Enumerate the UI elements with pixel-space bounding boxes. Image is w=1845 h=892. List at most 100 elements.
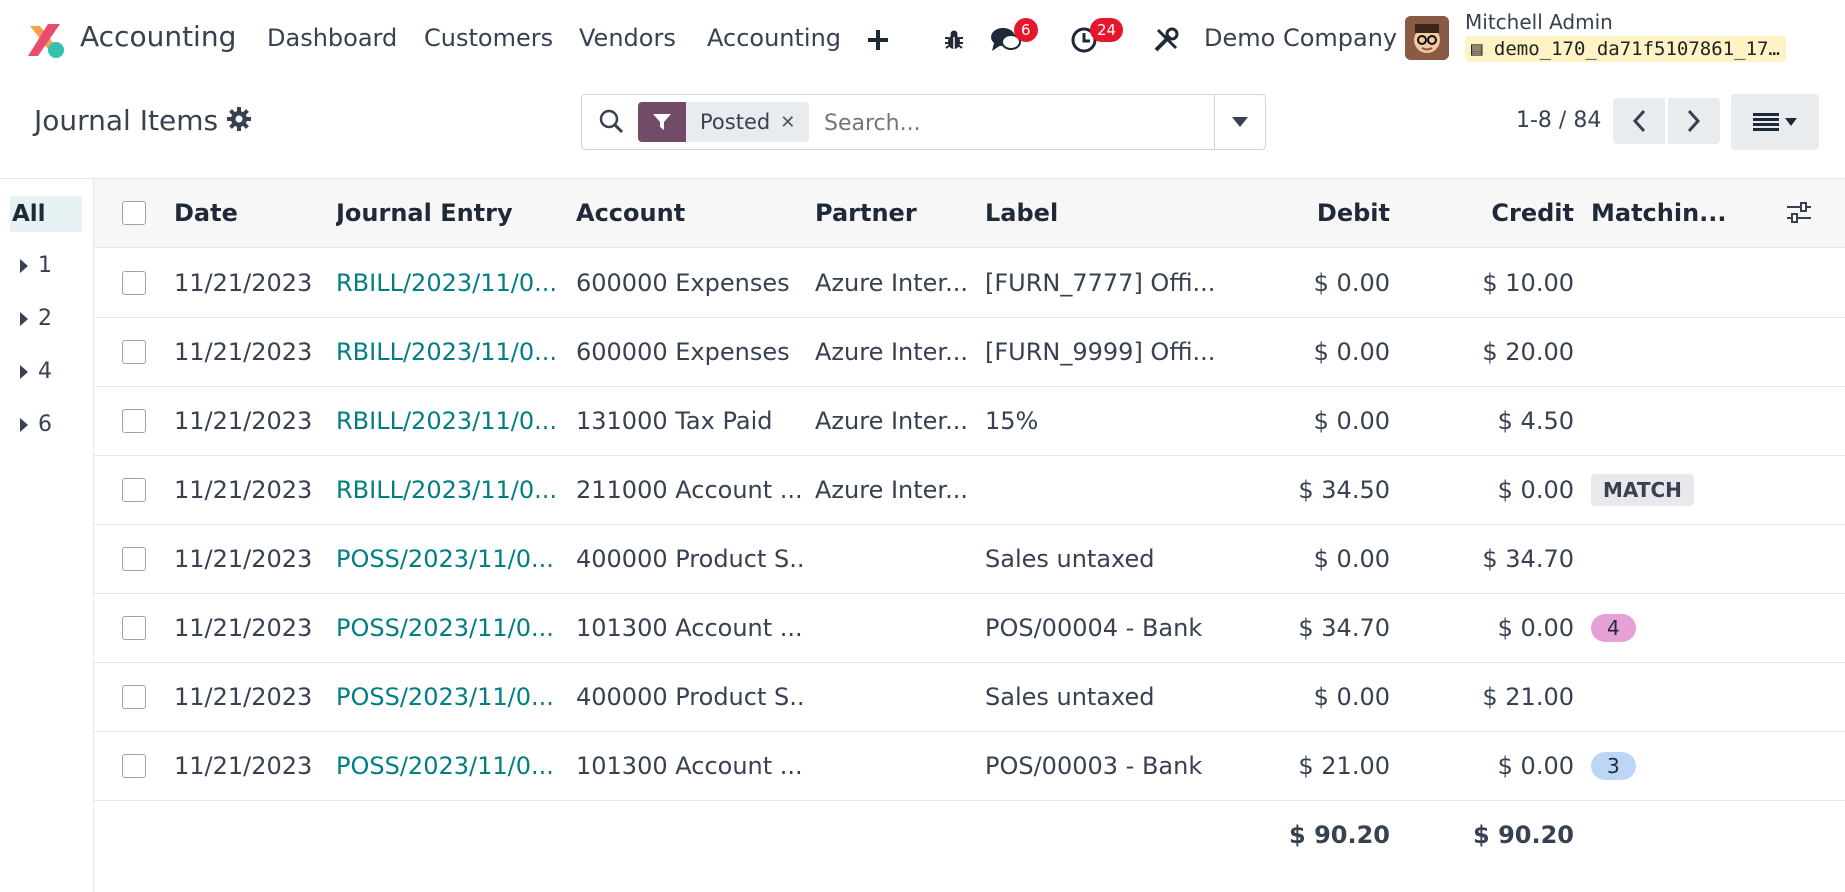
pager-previous-button[interactable] — [1613, 98, 1665, 144]
side-filter-all-label: All — [12, 201, 46, 227]
row-select-checkbox[interactable] — [122, 386, 152, 455]
caret-right-icon — [20, 311, 28, 326]
row-select-checkbox[interactable] — [122, 593, 152, 662]
cell-matching: 4 — [1591, 593, 1751, 662]
optional-columns-toggle[interactable] — [1786, 179, 1816, 247]
side-group-item[interactable]: 4 — [20, 359, 52, 384]
table-row[interactable]: 11/21/2023 RBILL/2023/11/0... 211000 Accou… — [94, 455, 1845, 525]
row-select-checkbox[interactable] — [122, 662, 152, 731]
filter-icon — [638, 102, 686, 142]
search-icon[interactable] — [598, 108, 624, 140]
side-group-item[interactable]: 6 — [20, 412, 52, 437]
pager-next-button[interactable] — [1668, 98, 1720, 144]
table-footer-totals: $ 90.20 $ 90.20 — [94, 802, 1845, 868]
list-view-switcher-button[interactable] — [1731, 94, 1819, 150]
app-name[interactable]: Accounting — [80, 20, 237, 53]
cell-partner — [815, 593, 975, 662]
user-avatar[interactable] — [1405, 16, 1449, 60]
cell-account: 131000 Tax Paid — [576, 406, 773, 435]
cell-date: 11/21/2023 — [174, 337, 313, 366]
match-button[interactable]: MATCH — [1591, 473, 1694, 506]
accounting-app-logo[interactable] — [26, 20, 66, 60]
menu-accounting[interactable]: Accounting — [707, 24, 842, 52]
table-row[interactable]: 11/21/2023 POSS/2023/11/0... 400000 Produc… — [94, 524, 1845, 594]
search-input[interactable] — [822, 105, 1196, 141]
cell-account: 400000 Product S... — [576, 682, 804, 711]
table-row[interactable]: 11/21/2023 RBILL/2023/11/0... 600000 Expen… — [94, 248, 1845, 318]
gear-icon[interactable] — [226, 106, 252, 138]
select-all-checkbox[interactable] — [122, 179, 152, 247]
menu-customers[interactable]: Customers — [424, 24, 554, 52]
cell-journal-entry-link[interactable]: POSS/2023/11/0... — [336, 544, 554, 573]
search-bar: Posted ✕ — [581, 94, 1266, 150]
table-row[interactable]: 11/21/2023 POSS/2023/11/0... 400000 Produc… — [94, 662, 1845, 732]
cell-journal-entry-link[interactable]: RBILL/2023/11/0... — [336, 406, 557, 435]
column-header-label[interactable]: Label — [985, 199, 1059, 227]
caret-right-icon — [20, 258, 28, 273]
search-facet-posted[interactable]: Posted ✕ — [638, 102, 810, 142]
top-navbar: Accounting Dashboard Customers Vendors A… — [0, 0, 1845, 80]
search-options-toggle[interactable] — [1214, 95, 1265, 149]
row-select-checkbox[interactable] — [122, 248, 152, 317]
menu-vendors[interactable]: Vendors — [579, 24, 676, 52]
database-name: ▤ demo_170_da71f5107861_17… — [1465, 36, 1786, 62]
table-row[interactable]: 11/21/2023 RBILL/2023/11/0... 600000 Expen… — [94, 317, 1845, 387]
cell-journal-entry-link[interactable]: RBILL/2023/11/0... — [336, 268, 557, 297]
user-name[interactable]: Mitchell Admin — [1465, 10, 1613, 34]
cell-matching — [1591, 662, 1751, 731]
cell-account: 600000 Expenses — [576, 268, 790, 297]
row-select-checkbox[interactable] — [122, 524, 152, 593]
database-label: demo_170_da71f5107861_17… — [1493, 38, 1780, 60]
debug-bug-icon[interactable] — [934, 20, 974, 60]
matching-number-badge[interactable]: 3 — [1591, 751, 1636, 780]
remove-facet-close-icon[interactable]: ✕ — [780, 111, 796, 133]
caret-right-icon — [20, 417, 28, 432]
cell-journal-entry-link[interactable]: POSS/2023/11/0... — [336, 751, 554, 780]
cell-account: 101300 Account ... — [576, 613, 803, 642]
add-menu-icon[interactable] — [858, 20, 898, 60]
cell-matching — [1591, 386, 1751, 455]
column-header-partner[interactable]: Partner — [815, 199, 917, 227]
cell-journal-entry-link[interactable]: RBILL/2023/11/0... — [336, 475, 557, 504]
checkbox-box — [122, 270, 146, 295]
cell-debit: $ 0.00 — [1313, 544, 1390, 573]
side-group-item[interactable]: 1 — [20, 253, 52, 278]
cell-journal-entry-link[interactable]: POSS/2023/11/0... — [336, 613, 554, 642]
column-header-matching[interactable]: Matchin... — [1591, 199, 1727, 227]
cell-journal-entry-link[interactable]: POSS/2023/11/0... — [336, 682, 554, 711]
matching-number-badge[interactable]: 4 — [1591, 613, 1636, 642]
row-select-checkbox[interactable] — [122, 317, 152, 386]
menu-dashboard[interactable]: Dashboard — [267, 24, 398, 52]
cell-partner — [815, 524, 975, 593]
page-title[interactable]: Journal Items — [34, 104, 219, 137]
cell-credit: $ 34.70 — [1482, 544, 1574, 573]
total-debit: $ 90.20 — [1289, 821, 1390, 849]
table-row[interactable]: 11/21/2023 POSS/2023/11/0... 101300 Accoun… — [94, 731, 1845, 801]
activities-count-badge: 24 — [1090, 18, 1124, 42]
pager-value[interactable]: 1-8 / 84 — [1516, 108, 1602, 133]
cell-matching: MATCH — [1591, 455, 1751, 524]
cell-debit: $ 34.50 — [1298, 475, 1390, 504]
table-row[interactable]: 11/21/2023 RBILL/2023/11/0... 131000 Tax P… — [94, 386, 1845, 456]
cell-journal-entry-link[interactable]: RBILL/2023/11/0... — [336, 337, 557, 366]
side-group-label: 6 — [38, 412, 52, 437]
messages-icon[interactable] — [986, 20, 1026, 60]
settings-tools-icon[interactable] — [1146, 20, 1186, 60]
cell-partner: Azure Inter... — [815, 337, 968, 366]
side-filter-all[interactable]: All — [10, 196, 82, 232]
column-header-account[interactable]: Account — [576, 199, 686, 227]
column-header-date[interactable]: Date — [174, 199, 238, 227]
company-switcher[interactable]: Demo Company — [1204, 24, 1398, 52]
column-header-credit[interactable]: Credit — [1491, 199, 1574, 227]
table-row[interactable]: 11/21/2023 POSS/2023/11/0... 101300 Accoun… — [94, 593, 1845, 663]
cell-partner — [815, 662, 975, 731]
column-header-journal-entry[interactable]: Journal Entry — [336, 199, 513, 227]
cell-label: Sales untaxed — [985, 682, 1155, 711]
checkbox-box — [122, 477, 146, 502]
cell-debit: $ 0.00 — [1313, 406, 1390, 435]
checkbox-box — [122, 684, 146, 709]
column-header-debit[interactable]: Debit — [1316, 199, 1390, 227]
side-group-item[interactable]: 2 — [20, 306, 52, 331]
row-select-checkbox[interactable] — [122, 455, 152, 524]
row-select-checkbox[interactable] — [122, 731, 152, 800]
